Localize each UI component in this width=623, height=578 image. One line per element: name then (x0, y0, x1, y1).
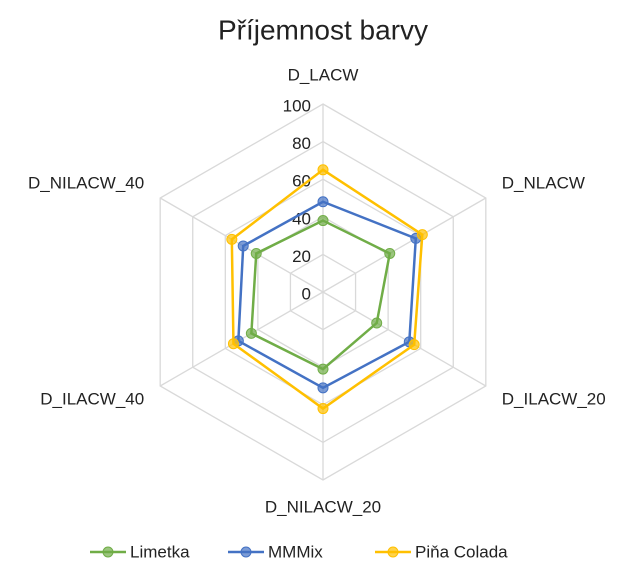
category-label: D_NLACW (502, 173, 585, 192)
marker (408, 339, 420, 351)
marker (371, 317, 383, 329)
r-tick-label: 60 (292, 172, 311, 191)
axis-spoke (322, 197, 487, 293)
r-tick-label: 80 (292, 134, 311, 153)
marker (384, 247, 396, 259)
legend-label: Limetka (130, 542, 190, 561)
marker (226, 233, 238, 245)
r-tick-label: 100 (283, 96, 311, 115)
marker (237, 240, 249, 252)
legend-marker (240, 546, 252, 558)
marker (317, 382, 329, 394)
category-label: D_ILACW_20 (502, 389, 606, 408)
category-label: D_ILACW_40 (40, 389, 144, 408)
marker (227, 338, 239, 350)
series-line (250, 219, 392, 371)
marker (317, 363, 329, 375)
category-label: D_NILACW_20 (265, 497, 381, 516)
legend-marker (387, 546, 399, 558)
category-label: D_NILACW_40 (28, 173, 144, 192)
chart-title: Příjemnost barvy (218, 14, 428, 45)
marker (317, 196, 329, 208)
marker (317, 403, 329, 415)
category-label: D_LACW (288, 65, 359, 84)
marker (317, 215, 329, 227)
legend-marker (102, 546, 114, 558)
r-tick-label: 0 (302, 284, 311, 303)
marker (250, 247, 262, 259)
marker (317, 164, 329, 176)
legend-label: Piňa Colada (415, 542, 508, 561)
legend-label: MMMix (268, 542, 323, 561)
marker (245, 327, 257, 339)
r-tick-label: 20 (292, 247, 311, 266)
marker (416, 229, 428, 241)
axis-spoke (322, 291, 487, 387)
r-tick-label: 40 (292, 209, 311, 228)
